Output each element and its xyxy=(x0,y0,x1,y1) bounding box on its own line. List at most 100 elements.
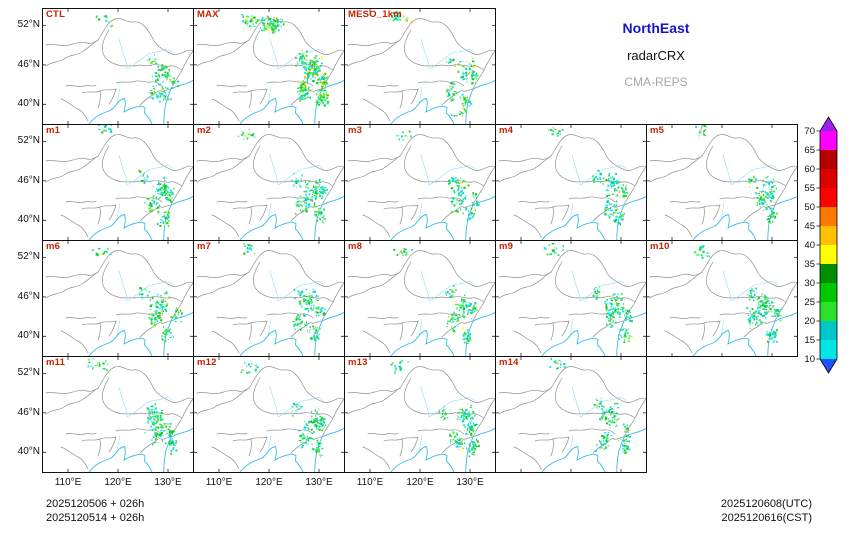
legend-region-label: NorthEast xyxy=(622,20,690,36)
map-m11 xyxy=(43,357,193,472)
panel-label: m1 xyxy=(46,125,61,136)
legend-product-label: radarCRX xyxy=(627,48,685,63)
colorbar: 70 65 60 55 50 45 40 35 30 25 20 15 10 xyxy=(800,114,846,385)
panel-label: m6 xyxy=(46,241,61,252)
svg-text:60: 60 xyxy=(804,164,815,175)
x-axis-label: 110°E xyxy=(54,477,82,488)
panel-label: m10 xyxy=(650,241,670,252)
radar-echoes xyxy=(695,125,778,225)
y-axis-label: 52°N xyxy=(17,19,40,31)
radar-echoes xyxy=(395,130,482,221)
y-axis-label: 46°N xyxy=(17,174,40,186)
x-axis-label: 120°E xyxy=(255,477,283,488)
map-panel-m6: m6 xyxy=(42,240,194,357)
x-axis-label: 130°E xyxy=(305,477,333,488)
footer-init-times: 2025120506 + 026h 2025120514 + 026h xyxy=(46,497,144,525)
y-axis-label: 46°N xyxy=(17,406,40,418)
panel-label: m8 xyxy=(348,241,363,252)
panel-label: m5 xyxy=(650,125,665,136)
footer-valid-times: 2025120608(UTC) 2025120616(CST) xyxy=(600,497,812,525)
radar-echoes xyxy=(694,245,783,343)
x-axis-label: 120°E xyxy=(104,477,132,488)
legend: NorthEast radarCRX CMA-REPS xyxy=(586,20,726,89)
y-axis-label: 40°N xyxy=(17,214,40,226)
panel-label: CTL xyxy=(46,9,66,20)
panel-label: m13 xyxy=(348,357,368,368)
init-time-line2: 2025120514 + 026h xyxy=(46,512,145,524)
init-time-line1: 2025120506 + 026h xyxy=(46,498,145,510)
x-axis-label: 130°E xyxy=(154,477,182,488)
x-axis-label: 110°E xyxy=(205,477,233,488)
svg-text:70: 70 xyxy=(804,126,815,137)
y-axis-label: 52°N xyxy=(17,251,40,263)
svg-text:15: 15 xyxy=(804,335,815,346)
y-axis-label: 40°N xyxy=(17,330,40,342)
map-panel-max: MAX xyxy=(193,8,345,125)
legend-model-label: CMA-REPS xyxy=(624,75,688,89)
map-MAX xyxy=(194,9,344,124)
map-panel-m7: m7 xyxy=(193,240,345,357)
map-panel-meso_1km: MESO_1km xyxy=(344,8,496,125)
map-panel-m9: m9 xyxy=(495,240,647,357)
map-m3 xyxy=(345,125,495,240)
y-axis-label: 40°N xyxy=(17,98,40,110)
svg-text:20: 20 xyxy=(804,316,815,327)
map-m2 xyxy=(194,125,344,240)
svg-text:25: 25 xyxy=(804,297,815,308)
radar-echoes xyxy=(87,358,178,455)
panel-label: m12 xyxy=(197,357,217,368)
panel-label: m4 xyxy=(499,125,514,136)
x-axis-label: 120°E xyxy=(406,477,434,488)
radar-echoes xyxy=(390,360,480,457)
radar-echoes xyxy=(240,361,326,458)
panel-label: m11 xyxy=(46,357,66,368)
svg-text:35: 35 xyxy=(804,259,815,270)
radar-echoes xyxy=(243,243,326,342)
map-m12 xyxy=(194,357,344,472)
map-panel-m3: m3 xyxy=(344,124,496,241)
map-panel-m2: m2 xyxy=(193,124,345,241)
map-m7 xyxy=(194,241,344,356)
map-m10 xyxy=(647,241,797,356)
panel-label: m3 xyxy=(348,125,363,136)
radar-echoes xyxy=(91,248,183,343)
y-axis-label: 52°N xyxy=(17,367,40,379)
valid-time-cst: 2025120616(CST) xyxy=(721,512,812,524)
map-m14 xyxy=(496,357,646,472)
map-panel-m10: m10 xyxy=(646,240,798,357)
svg-text:65: 65 xyxy=(804,145,815,156)
svg-text:40: 40 xyxy=(804,240,815,251)
x-axis-label: 130°E xyxy=(456,477,484,488)
y-axis-label: 46°N xyxy=(17,58,40,70)
radar-echoes xyxy=(241,14,330,107)
map-panel-m12: m12 xyxy=(193,356,345,473)
map-m9 xyxy=(496,241,646,356)
map-panel-m5: m5 xyxy=(646,124,798,241)
map-CTL xyxy=(43,9,193,124)
map-m1 xyxy=(43,125,193,240)
colorbar-scale: 70 65 60 55 50 45 40 35 30 25 20 15 10 xyxy=(804,116,838,374)
radar-echoes xyxy=(238,129,328,224)
y-axis-label: 52°N xyxy=(17,135,40,147)
map-MESO_1km xyxy=(345,9,495,124)
map-m8 xyxy=(345,241,495,356)
radar-echoes xyxy=(393,248,478,344)
panel-label: m9 xyxy=(499,241,514,252)
map-panel-ctl: CTL xyxy=(42,8,194,125)
svg-text:55: 55 xyxy=(804,183,815,194)
map-panel-m11: m11 xyxy=(42,356,194,473)
y-axis-label: 46°N xyxy=(17,290,40,302)
map-m4 xyxy=(496,125,646,240)
panel-label: m7 xyxy=(197,241,212,252)
x-axis-label: 110°E xyxy=(356,477,384,488)
radar-echoes xyxy=(549,357,631,455)
panel-label: m2 xyxy=(197,125,212,136)
svg-text:45: 45 xyxy=(804,221,815,232)
map-panel-m14: m14 xyxy=(495,356,647,473)
panel-label: MESO_1km xyxy=(348,9,402,20)
map-panel-m13: m13 xyxy=(344,356,496,473)
map-panel-m4: m4 xyxy=(495,124,647,241)
radar-echoes xyxy=(548,125,629,226)
map-m5 xyxy=(647,125,797,240)
